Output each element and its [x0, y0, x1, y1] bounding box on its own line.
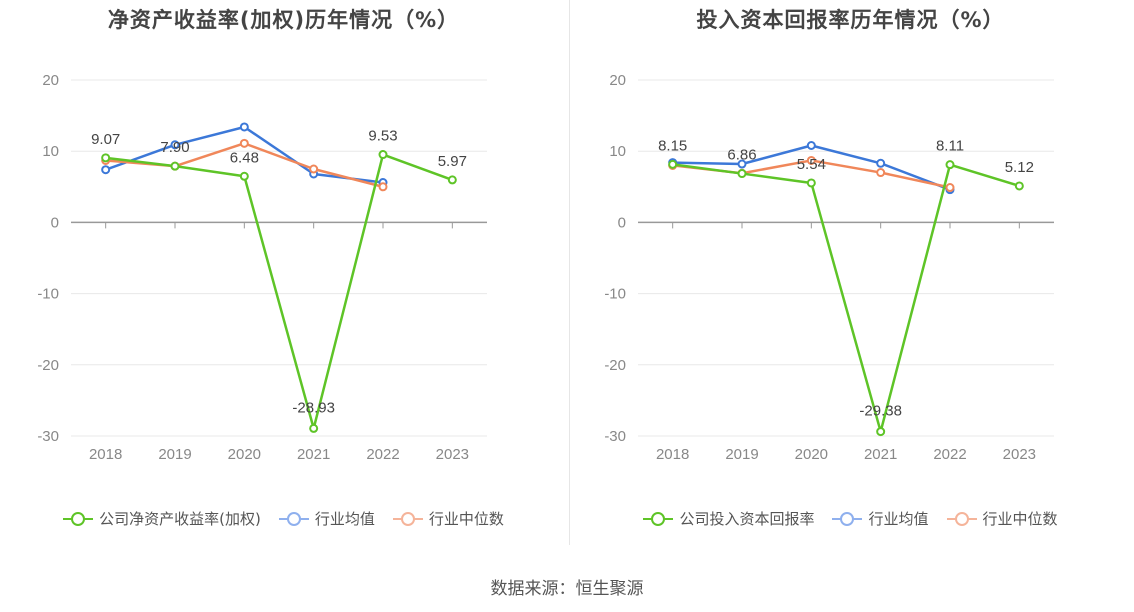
legend-label: 公司净资产收益率(加权): [99, 510, 261, 528]
data-point[interactable]: [378, 150, 388, 160]
data-point[interactable]: [447, 175, 457, 185]
x-tick-label: 2018: [89, 446, 122, 463]
data-point[interactable]: [1014, 181, 1024, 191]
legend-marker-icon: [278, 511, 309, 527]
data-point[interactable]: [806, 155, 816, 165]
data-point[interactable]: [170, 140, 180, 150]
legend-item-industry-median[interactable]: 行业中位数: [392, 508, 504, 529]
data-label: 8.11: [936, 138, 964, 155]
y-tick-label: 10: [42, 143, 59, 160]
legend-item-company[interactable]: 公司净资产收益率(加权): [63, 508, 261, 529]
x-tick-label: 2019: [725, 446, 758, 463]
data-label: 6.48: [230, 149, 259, 166]
roe-plot: 20 10 0 -10 -20 -30 2018 2019 2020 2021 2022 2023 9.…: [37, 72, 487, 463]
data-label: 9.53: [368, 128, 397, 145]
legend-label: 行业均值: [314, 510, 375, 528]
legend-label: 行业中位数: [982, 510, 1058, 528]
x-tick-label: 2020: [228, 446, 261, 463]
data-label: 8.15: [658, 137, 687, 154]
data-point[interactable]: [945, 160, 955, 170]
legend-marker-icon: [392, 511, 423, 527]
data-point[interactable]: [876, 427, 886, 437]
legend-marker-icon: [832, 511, 863, 527]
x-tick-label: 2022: [366, 446, 399, 463]
data-point[interactable]: [309, 164, 319, 174]
legend-marker-icon: [946, 511, 977, 527]
data-point[interactable]: [239, 171, 249, 181]
x-tick-label: 2018: [656, 446, 689, 463]
data-point[interactable]: [668, 159, 678, 169]
chart-title: 净资产收益率(加权)历年情况（%）: [107, 8, 460, 32]
data-point[interactable]: [309, 423, 319, 433]
y-tick-label: -20: [604, 357, 626, 374]
x-tick-label: 2021: [864, 446, 897, 463]
y-tick-label: 0: [618, 214, 626, 231]
data-label: 7.90: [160, 139, 189, 156]
data-point[interactable]: [170, 161, 180, 171]
x-tick-label: 2021: [297, 446, 330, 463]
data-label: 5.97: [438, 153, 467, 170]
x-tick-label: 2023: [1003, 446, 1036, 463]
legend-item-industry-avg[interactable]: 行业均值: [278, 508, 375, 529]
data-point[interactable]: [737, 159, 747, 169]
legend: 公司净资产收益率(加权) 行业均值 行业中位数: [0, 508, 567, 529]
data-point[interactable]: [239, 138, 249, 148]
legend-marker-icon: [643, 511, 674, 527]
legend-item-company[interactable]: 公司投入资本回报率: [643, 508, 814, 529]
x-tick-label: 2019: [158, 446, 191, 463]
y-tick-label: 20: [42, 72, 59, 89]
data-label: 9.07: [91, 131, 120, 148]
series-line-company: [672, 163, 1020, 433]
roic-chart-panel: 投入资本回报率历年情况（%） 20 10 0 -10 -20 -30 2018 2019 202…: [567, 0, 1134, 560]
data-point[interactable]: [239, 122, 249, 132]
data-point[interactable]: [101, 153, 111, 163]
x-tick-label: 2023: [436, 446, 469, 463]
data-point[interactable]: [806, 141, 816, 151]
legend-label: 行业中位数: [428, 510, 504, 528]
y-tick-label: 10: [609, 143, 626, 160]
y-tick-label: -30: [604, 428, 626, 445]
data-point[interactable]: [737, 169, 747, 179]
legend-item-industry-avg[interactable]: 行业均值: [832, 508, 929, 529]
legend-label: 公司投入资本回报率: [679, 510, 815, 528]
y-tick-label: 0: [51, 214, 59, 231]
data-label: 6.86: [727, 147, 756, 164]
data-label: 5.12: [1005, 159, 1034, 176]
y-tick-label: -30: [37, 428, 59, 445]
series-line-company: [105, 153, 453, 430]
chart-title: 投入资本回报率历年情况（%）: [696, 8, 1005, 32]
data-point[interactable]: [876, 168, 886, 178]
data-point[interactable]: [876, 158, 886, 168]
roe-chart-panel: 净资产收益率(加权)历年情况（%） 20 10 0 -10 -20 -30 2018 2019…: [0, 0, 567, 560]
x-tick-label: 2020: [795, 446, 828, 463]
data-source-note: 数据来源：恒生聚源: [490, 579, 644, 599]
legend-label: 行业均值: [868, 510, 929, 528]
data-label: 5.54: [797, 156, 826, 173]
legend-marker-icon: [63, 511, 94, 527]
data-point[interactable]: [378, 182, 388, 192]
data-label: -28.93: [292, 399, 335, 416]
data-label: -29.38: [859, 403, 902, 420]
y-tick-label: -10: [604, 286, 626, 303]
y-tick-label: 20: [609, 72, 626, 89]
y-tick-label: -20: [37, 357, 59, 374]
x-tick-label: 2022: [933, 446, 966, 463]
panel-divider: [569, 0, 570, 545]
y-tick-label: -10: [37, 286, 59, 303]
legend: 公司投入资本回报率 行业均值 行业中位数: [567, 508, 1134, 529]
legend-item-industry-median[interactable]: 行业中位数: [946, 508, 1058, 529]
data-point[interactable]: [945, 183, 955, 193]
data-point[interactable]: [806, 178, 816, 188]
data-point[interactable]: [101, 165, 111, 175]
roic-plot: 20 10 0 -10 -20 -30 2018 2019 2020 2021 2022 2023 8.…: [604, 72, 1054, 463]
